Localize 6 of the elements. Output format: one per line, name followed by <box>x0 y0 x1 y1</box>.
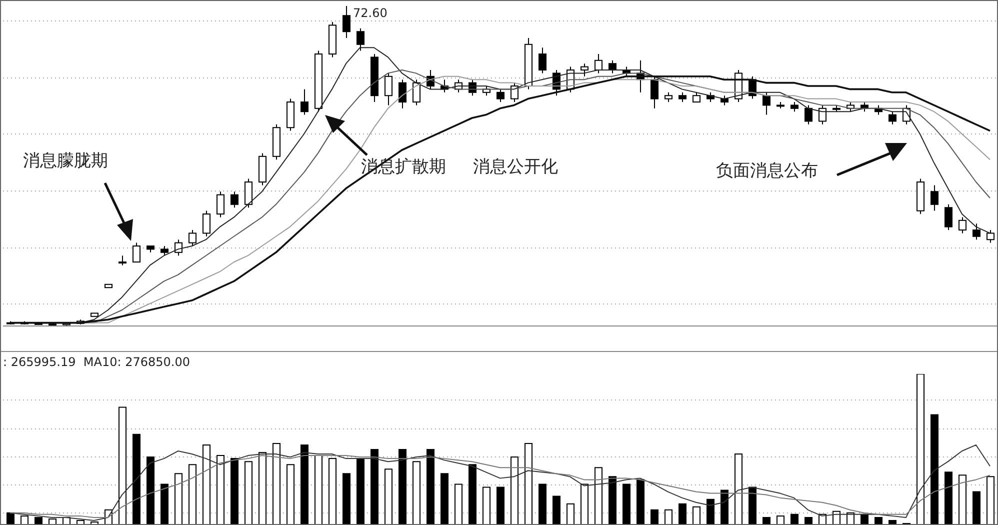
annotation: 负面消息公布 <box>716 160 818 182</box>
annotation: 消息扩散期 <box>361 156 446 178</box>
text: : 265995.19 MA10: 276850.00 <box>3 355 190 369</box>
annotation: 消息公开化 <box>473 156 558 178</box>
annotation: 消息朦胧期 <box>23 150 108 172</box>
annotation: 72.60 <box>353 6 388 20</box>
